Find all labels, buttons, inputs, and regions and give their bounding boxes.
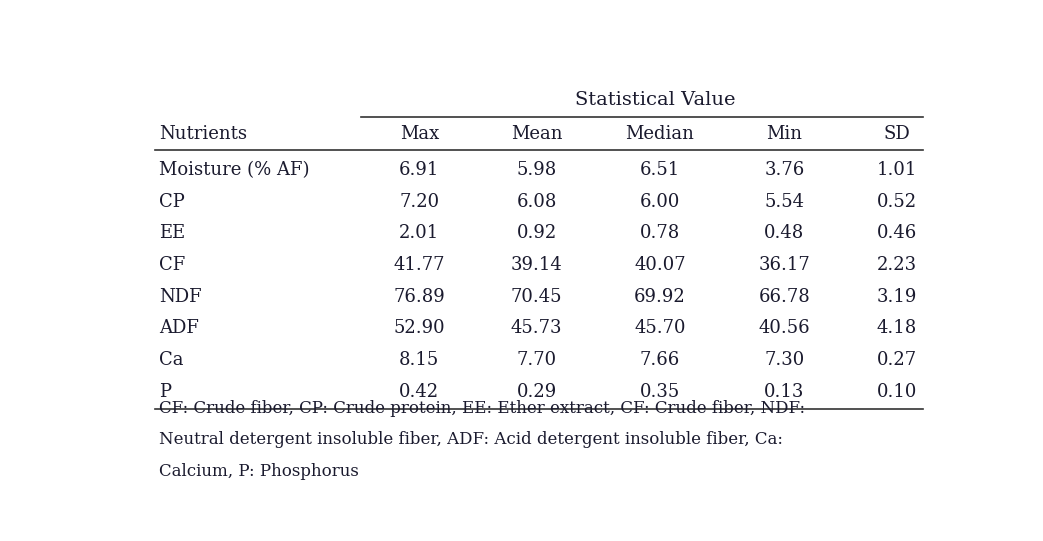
Text: 7.20: 7.20 [399,193,439,210]
Text: 5.54: 5.54 [765,193,804,210]
Text: 0.13: 0.13 [765,382,804,400]
Text: 0.78: 0.78 [639,224,680,242]
Text: 0.27: 0.27 [876,351,917,369]
Text: Mean: Mean [511,124,562,143]
Text: P: P [159,382,171,400]
Text: 40.56: 40.56 [758,319,810,337]
Text: 5.98: 5.98 [516,161,557,179]
Text: Neutral detergent insoluble fiber, ADF: Acid detergent insoluble fiber, Ca:: Neutral detergent insoluble fiber, ADF: … [159,431,782,448]
Text: Statistical Value: Statistical Value [575,91,735,109]
Text: 7.70: 7.70 [516,351,557,369]
Text: Ca: Ca [159,351,184,369]
Text: Nutrients: Nutrients [159,124,246,143]
Text: 41.77: 41.77 [393,256,445,274]
Text: 7.66: 7.66 [639,351,680,369]
Text: 36.17: 36.17 [758,256,810,274]
Text: 45.70: 45.70 [634,319,685,337]
Text: Min: Min [767,124,802,143]
Text: CF: Crude fiber, CP: Crude protein, EE: Ether extract, CF: Crude fiber, NDF:: CF: Crude fiber, CP: Crude protein, EE: … [159,400,805,417]
Text: 3.76: 3.76 [765,161,804,179]
Text: 0.29: 0.29 [516,382,557,400]
Text: Calcium, P: Phosphorus: Calcium, P: Phosphorus [159,463,359,479]
Text: Max: Max [399,124,439,143]
Text: Moisture (% AF): Moisture (% AF) [159,161,309,179]
Text: CF: CF [159,256,185,274]
Text: EE: EE [159,224,185,242]
Text: 1.01: 1.01 [876,161,917,179]
Text: 39.14: 39.14 [511,256,562,274]
Text: 4.18: 4.18 [876,319,917,337]
Text: 8.15: 8.15 [399,351,439,369]
Text: 0.52: 0.52 [876,193,917,210]
Text: 0.92: 0.92 [516,224,557,242]
Text: 70.45: 70.45 [511,287,562,306]
Text: SD: SD [883,124,911,143]
Text: 0.48: 0.48 [765,224,804,242]
Text: 0.35: 0.35 [639,382,680,400]
Text: 66.78: 66.78 [758,287,810,306]
Text: 2.01: 2.01 [399,224,439,242]
Text: 0.10: 0.10 [876,382,917,400]
Text: 6.08: 6.08 [516,193,557,210]
Text: 76.89: 76.89 [393,287,445,306]
Text: 6.91: 6.91 [399,161,439,179]
Text: 6.51: 6.51 [639,161,680,179]
Text: 40.07: 40.07 [634,256,685,274]
Text: 7.30: 7.30 [765,351,804,369]
Text: Median: Median [626,124,695,143]
Text: 2.23: 2.23 [876,256,917,274]
Text: ADF: ADF [159,319,198,337]
Text: 52.90: 52.90 [393,319,445,337]
Text: NDF: NDF [159,287,201,306]
Text: 3.19: 3.19 [876,287,917,306]
Text: CP: CP [159,193,185,210]
Text: 0.46: 0.46 [876,224,917,242]
Text: 69.92: 69.92 [634,287,685,306]
Text: 6.00: 6.00 [639,193,680,210]
Text: 0.42: 0.42 [399,382,439,400]
Text: 45.73: 45.73 [511,319,562,337]
